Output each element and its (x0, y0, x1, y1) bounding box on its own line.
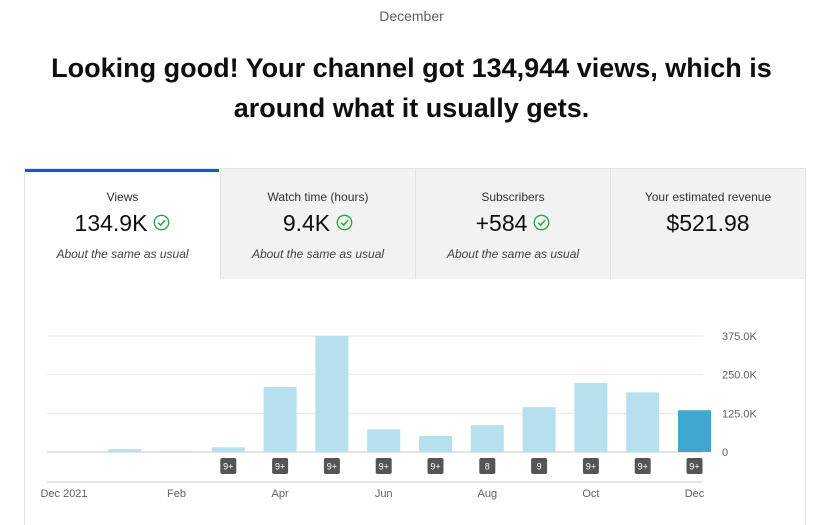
metric-label: Watch time (hours) (267, 190, 369, 204)
bar (263, 387, 297, 452)
tab-views[interactable]: Views 134.9K About the same as usual (25, 169, 220, 279)
bar (367, 429, 401, 452)
metric-label: Your estimated revenue (644, 190, 772, 204)
bar (211, 447, 245, 452)
metric-label: Views (106, 190, 139, 204)
metric-label: Subscribers (481, 190, 545, 204)
upload-count-text: 9+ (379, 462, 389, 472)
metric-value: +584 (416, 210, 610, 237)
metric-value: 134.9K (25, 210, 220, 237)
upload-count-text: 9+ (223, 462, 233, 472)
metric-note: About the same as usual (446, 247, 580, 261)
x-tick-label: Oct (582, 488, 599, 500)
upload-count-badge (479, 458, 496, 474)
bar (522, 407, 556, 452)
upload-count-text: 8 (485, 462, 490, 472)
upload-count-text: 9+ (638, 462, 648, 472)
bar (315, 336, 349, 452)
upload-count-badge (375, 458, 392, 474)
bar (108, 449, 142, 452)
check-circle-icon (533, 210, 550, 237)
upload-count-text: 9+ (430, 462, 440, 472)
metric-value: 9.4K (221, 210, 415, 237)
x-tick-label: Feb (167, 488, 186, 500)
x-tick-label: Dec 2021 (40, 488, 87, 500)
y-tick-label: 375.0K (722, 331, 758, 343)
bar (419, 435, 452, 452)
x-tick-label: Jun (375, 488, 393, 500)
upload-count-text: 9+ (327, 462, 337, 472)
bar (470, 425, 504, 452)
bar (678, 410, 711, 452)
y-tick-label: 250.0K (722, 370, 758, 382)
metric-note: About the same as usual (251, 247, 385, 261)
upload-count-badge (272, 458, 289, 474)
summary-headline: Looking good! Your channel got 134,944 v… (51, 53, 772, 123)
metric-tabs: Views 134.9K About the same as usual Wat… (25, 169, 805, 279)
tab-revenue[interactable]: Your estimated revenue $521.98 (610, 169, 805, 279)
upload-count-badge (220, 458, 237, 474)
x-tick-label: Dec (685, 488, 705, 500)
upload-count-text: 9 (537, 462, 542, 472)
check-circle-icon (336, 210, 353, 237)
upload-count-badge (531, 458, 548, 474)
upload-count-badge (323, 458, 340, 474)
month-label: December (379, 8, 444, 24)
metric-note: About the same as usual (56, 247, 189, 261)
check-circle-icon (153, 210, 170, 237)
y-tick-label: 125.0K (722, 408, 758, 420)
upload-count-text: 9+ (586, 462, 596, 472)
upload-count-badge (686, 458, 703, 474)
tab-watch-time[interactable]: Watch time (hours) 9.4K About the same a… (220, 169, 415, 279)
upload-count-text: 9+ (689, 462, 699, 472)
x-tick-label: Apr (272, 488, 289, 500)
x-tick-label: Aug (478, 488, 498, 500)
analytics-card: Views 134.9K About the same as usual Wat… (24, 168, 806, 525)
bar (160, 451, 193, 452)
upload-count-badge (634, 458, 651, 474)
upload-count-text: 9+ (275, 462, 285, 472)
bar (574, 383, 608, 452)
upload-count-badge (582, 458, 599, 474)
y-tick-label: 0 (722, 447, 728, 459)
tab-subscribers[interactable]: Subscribers +584 About the same as usual (415, 169, 610, 279)
bar (626, 392, 660, 452)
upload-count-badge (427, 458, 444, 474)
metric-value: $521.98 (666, 210, 750, 236)
